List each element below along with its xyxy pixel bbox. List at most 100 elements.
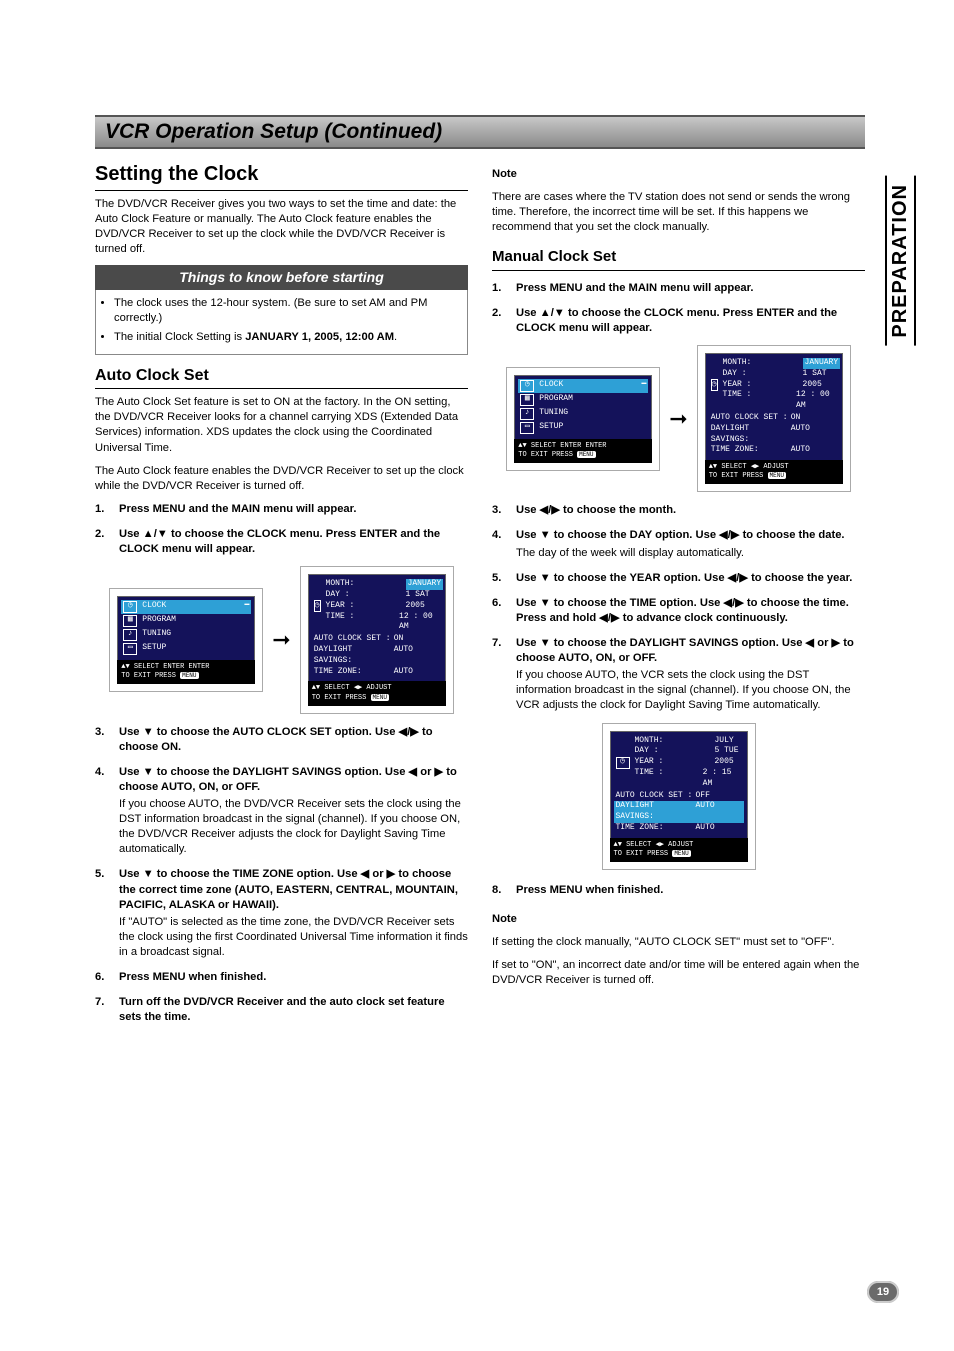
section-banner: VCR Operation Setup (Continued) (95, 115, 865, 149)
step-number: 1. (492, 281, 508, 296)
step-lead: Use ▼ to choose the DAY option. Use ◀/▶ … (516, 529, 845, 541)
step-item: 2. Use ▲/▼ to choose the CLOCK menu. Pre… (95, 527, 468, 557)
menu-item: TUNING (142, 629, 171, 640)
osd-footer: ▲▼ SELECT ◀▶ ADJUST TO EXIT PRESS MENU (610, 838, 748, 862)
step-lead: Use ▼ to choose the AUTO CLOCK SET optio… (119, 726, 433, 753)
osd-screenshot-single: ◷ MONTH:JULY DAY :5 TUE YEAR :2005 TIME … (492, 724, 865, 869)
setup-icon: ▭ (123, 643, 137, 655)
osd-footer: ▲▼ SELECT ENTER ENTER TO EXIT PRESS MENU (514, 439, 652, 463)
step-item: 3. Use ◀/▶ to choose the month. (492, 503, 865, 518)
step-lead: Press MENU and the MAIN menu will appear… (119, 503, 356, 515)
step-item: 7. Use ▼ to choose the DAYLIGHT SAVINGS … (492, 636, 865, 714)
step-lead: Use ▼ to choose the DAYLIGHT SAVINGS opt… (119, 766, 457, 793)
menu-item: SETUP (539, 422, 563, 433)
osd-main-menu: ◷CLOCK━ ▦PROGRAM ♪TUNING ▭SETUP ▲▼ SELEC… (507, 368, 659, 470)
step-number: 1. (95, 502, 111, 517)
arrow-icon: ➞ (272, 625, 290, 655)
step-number: 2. (95, 527, 111, 542)
step-detail: If you choose AUTO, the DVD/VCR Receiver… (119, 797, 468, 857)
menu-item: TUNING (539, 408, 568, 419)
step-lead: Press MENU and the MAIN menu will appear… (516, 282, 753, 294)
bullet-item: The initial Clock Setting is JANUARY 1, … (114, 330, 459, 345)
manual-steps-list-cont: 3. Use ◀/▶ to choose the month. 4. Use ▼… (492, 503, 865, 713)
step-number: 7. (492, 636, 508, 651)
osd-footer: ▲▼ SELECT ◀▶ ADJUST TO EXIT PRESS MENU (705, 460, 843, 484)
note-paragraph: If set to "ON", an incorrect date and/or… (492, 958, 865, 988)
osd-clock-menu: ◷ MONTH:JANUARY DAY :1 SAT YEAR :2005 TI… (301, 567, 453, 712)
things-bullet-list: The clock uses the 12-hour system. (Be s… (95, 290, 468, 354)
step-lead: Use ▼ to choose the YEAR option. Use ◀/▶… (516, 572, 852, 584)
note-paragraph: There are cases where the TV station doe… (492, 190, 865, 235)
step-number: 3. (95, 725, 111, 740)
auto-steps-list: 1. Press MENU and the MAIN menu will app… (95, 502, 468, 557)
step-lead: Turn off the DVD/VCR Receiver and the au… (119, 996, 445, 1023)
program-icon: ▦ (123, 615, 137, 627)
step-number: 6. (95, 970, 111, 985)
menu-item: CLOCK (539, 380, 563, 391)
menu-item: CLOCK (142, 601, 166, 612)
clock-icon: ◷ (123, 601, 137, 613)
program-icon: ▦ (520, 394, 534, 406)
auto-steps-list-cont: 3. Use ▼ to choose the AUTO CLOCK SET op… (95, 725, 468, 1026)
step-number: 5. (492, 571, 508, 586)
auto-paragraph-1: The Auto Clock Set feature is set to ON … (95, 395, 468, 455)
tuning-icon: ♪ (123, 629, 137, 641)
step-number: 2. (492, 306, 508, 321)
osd-screenshot-row: ◷CLOCK━ ▦PROGRAM ♪TUNING ▭SETUP ▲▼ SELEC… (492, 346, 865, 491)
step-item: 1. Press MENU and the MAIN menu will app… (492, 281, 865, 296)
page-number-badge: 19 (867, 1281, 899, 1303)
step-lead: Use ▲/▼ to choose the CLOCK menu. Press … (516, 307, 837, 334)
intro-paragraph: The DVD/VCR Receiver gives you two ways … (95, 197, 468, 257)
osd-screenshot-row: ◷CLOCK━ ▦PROGRAM ♪TUNING ▭SETUP ▲▼ SELEC… (95, 567, 468, 712)
step-lead: Use ▼ to choose the DAYLIGHT SAVINGS opt… (516, 637, 854, 664)
right-column: Note There are cases where the TV statio… (492, 161, 865, 1035)
step-lead: Use ▼ to choose the TIME option. Use ◀/▶… (516, 597, 849, 624)
manual-steps-list-end: 8. Press MENU when finished. (492, 883, 865, 898)
setup-icon: ▭ (520, 422, 534, 434)
step-lead: Press MENU when finished. (119, 971, 266, 983)
menu-item: PROGRAM (142, 615, 176, 626)
step-item: 5. Use ▼ to choose the YEAR option. Use … (492, 571, 865, 586)
step-number: 5. (95, 867, 111, 882)
side-tab: PREPARATION (885, 176, 916, 346)
clock-icon: ◷ (711, 379, 718, 391)
step-item: 1. Press MENU and the MAIN menu will app… (95, 502, 468, 517)
step-item: 5. Use ▼ to choose the TIME ZONE option.… (95, 867, 468, 960)
menu-item: PROGRAM (539, 394, 573, 405)
step-number: 8. (492, 883, 508, 898)
step-lead: Press MENU when finished. (516, 884, 663, 896)
setting-clock-heading: Setting the Clock (95, 161, 468, 191)
step-item: 6. Use ▼ to choose the TIME option. Use … (492, 596, 865, 626)
step-item: 4. Use ▼ to choose the DAYLIGHT SAVINGS … (95, 765, 468, 858)
bullet-item: The clock uses the 12-hour system. (Be s… (114, 296, 459, 326)
step-lead: Use ▼ to choose the TIME ZONE option. Us… (119, 868, 458, 910)
clock-icon: ◷ (314, 600, 321, 612)
clock-icon: ◷ (520, 380, 534, 392)
auto-paragraph-2: The Auto Clock feature enables the DVD/V… (95, 464, 468, 494)
step-number: 4. (492, 528, 508, 543)
left-column: Setting the Clock The DVD/VCR Receiver g… (95, 161, 468, 1035)
osd-clock-menu: ◷ MONTH:JANUARY DAY :1 SAT YEAR :2005 TI… (698, 346, 850, 491)
auto-clock-heading: Auto Clock Set (95, 365, 468, 390)
step-number: 6. (492, 596, 508, 611)
menu-item: SETUP (142, 643, 166, 654)
step-number: 7. (95, 995, 111, 1010)
step-lead: Use ◀/▶ to choose the month. (516, 504, 676, 516)
clock-icon: ◷ (616, 757, 630, 769)
step-detail: If "AUTO" is selected as the time zone, … (119, 915, 468, 960)
note-paragraph: If setting the clock manually, "AUTO CLO… (492, 935, 865, 950)
step-lead: Use ▲/▼ to choose the CLOCK menu. Press … (119, 528, 440, 555)
step-item: 7. Turn off the DVD/VCR Receiver and the… (95, 995, 468, 1025)
arrow-icon: ➞ (669, 404, 687, 434)
tuning-icon: ♪ (520, 408, 534, 420)
things-to-know-header: Things to know before starting (95, 265, 468, 290)
step-item: 6. Press MENU when finished. (95, 970, 468, 985)
manual-clock-heading: Manual Clock Set (492, 247, 865, 270)
osd-main-menu: ◷CLOCK━ ▦PROGRAM ♪TUNING ▭SETUP ▲▼ SELEC… (110, 589, 262, 691)
note-heading: Note (492, 167, 865, 182)
step-number: 3. (492, 503, 508, 518)
step-number: 4. (95, 765, 111, 780)
banner-title: VCR Operation Setup (Continued) (105, 120, 855, 144)
page-content: VCR Operation Setup (Continued) Setting … (95, 115, 865, 1035)
step-item: 3. Use ▼ to choose the AUTO CLOCK SET op… (95, 725, 468, 755)
